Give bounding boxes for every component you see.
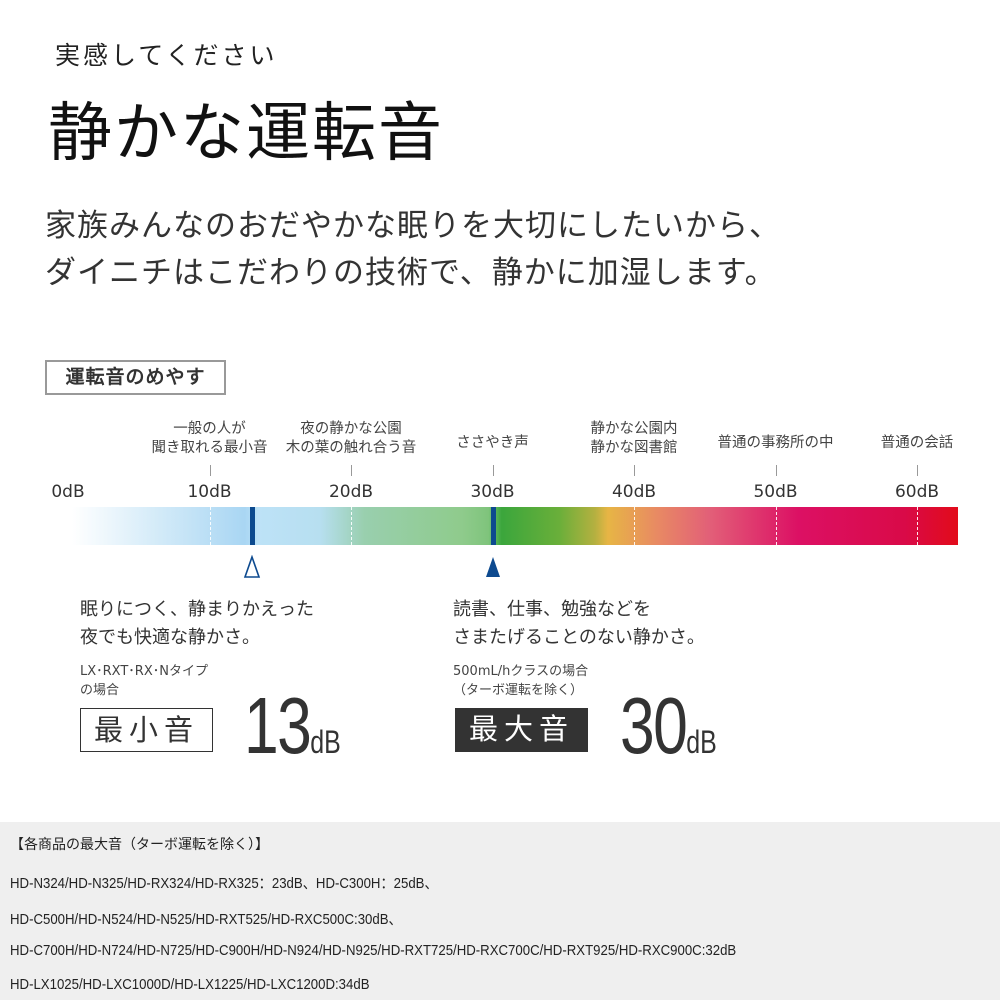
subtitle: 実感してください	[55, 41, 278, 70]
reference-caption: 一般の人が聞き取れる最小音	[152, 420, 268, 458]
grid-line	[209, 507, 211, 545]
min-value-unit: dB	[310, 724, 341, 760]
reference-caption: ささやき声	[456, 434, 529, 453]
max-sound-label: 最大音	[455, 708, 588, 752]
grid-line	[917, 507, 918, 545]
db-tick-label: 60dB	[894, 482, 940, 502]
min-description: 眠りにつく、静まりかえった 夜でも快適な静かさ。	[80, 596, 314, 652]
min-note-line: の場合	[80, 683, 120, 698]
min-note-line: LX･RXT･RX･Nタイプ	[80, 664, 208, 679]
reference-caption-line: 聞き取れる最小音	[151, 440, 268, 456]
model-line: HD-C700H/HD-N724/HD-N725/HD-C900H/HD-N92…	[10, 942, 737, 959]
level-marker-line	[249, 507, 255, 545]
model-list-panel: 【各商品の最大音（ターボ運転を除く）】 HD-N324/HD-N325/HD-R…	[0, 822, 1000, 1000]
reference-tick	[775, 465, 777, 476]
reference-caption-line: 静かな公園内	[590, 421, 678, 437]
reference-tick	[351, 465, 352, 476]
min-sound-value: 13dB	[244, 680, 341, 772]
reference-tick	[634, 465, 635, 476]
reference-tick	[492, 465, 494, 476]
reference-caption: 夜の静かな公園 木の葉の触れ合う音	[286, 420, 417, 458]
db-tick-label: 0dB	[51, 482, 85, 502]
max-value-unit: dB	[686, 724, 717, 760]
model-line: HD-C500H/HD-N524/HD-N525/HD-RXT525/HD-RX…	[10, 911, 402, 928]
lead-line-2: ダイニチはこだわりの技術で、静かに加湿します。	[45, 255, 777, 291]
min-note: LX･RXT･RX･Nタイプ の場合	[80, 662, 208, 700]
filled-triangle-icon	[485, 557, 500, 577]
grid-line	[351, 507, 352, 545]
reference-tick	[209, 465, 211, 476]
db-tick-label: 10dB	[187, 482, 232, 502]
reference-caption: 普通の会話	[881, 434, 954, 453]
db-tick-label: 50dB	[753, 482, 798, 502]
max-note-line: 500mL/hクラスの場合	[453, 664, 589, 679]
db-tick-label: 20dB	[328, 482, 374, 502]
reference-caption-line: 一般の人が	[173, 421, 246, 437]
grid-line	[775, 507, 777, 545]
reference-caption: 静かな公園内 静かな図書館	[591, 420, 678, 458]
noise-gradient-bar	[72, 507, 958, 545]
max-desc-line: さまたげることのない静かさ。	[453, 627, 705, 648]
min-desc-line: 夜でも快適な静かさ。	[80, 627, 260, 648]
reference-caption-line: 普通の事務所の中	[717, 435, 834, 451]
lead-line-1: 家族みんなのおだやかな眠りを大切にしたいから、	[45, 208, 781, 244]
db-tick-label: 30dB	[470, 482, 515, 502]
reference-caption-line: 静かな図書館	[590, 440, 678, 456]
reference-caption-line: ささやき声	[456, 435, 529, 451]
page-title: 静かな運転音	[48, 97, 444, 171]
model-line: HD-LX1025/HD-LXC1000D/HD-LX1225/HD-LXC12…	[10, 976, 370, 993]
reference-caption-line: 夜の静かな公園	[300, 421, 402, 437]
level-marker-line	[490, 507, 496, 545]
db-tick-label: 40dB	[611, 482, 657, 502]
min-sound-label: 最小音	[80, 708, 213, 752]
reference-tick	[917, 465, 918, 476]
reference-caption: 普通の事務所の中	[718, 434, 834, 453]
hollow-triangle-icon	[243, 555, 261, 578]
max-note-line: （ターボ運転を除く）	[453, 683, 584, 698]
min-desc-line: 眠りにつく、静まりかえった	[80, 599, 314, 620]
reference-caption-line: 木の葉の触れ合う音	[285, 440, 417, 456]
model-list-heading: 【各商品の最大音（ターボ運転を除く）】	[10, 837, 269, 853]
max-desc-line: 読書、仕事、勉強などを	[453, 599, 651, 620]
max-note: 500mL/hクラスの場合 （ターボ運転を除く）	[453, 662, 588, 700]
min-value-number: 13	[244, 681, 312, 770]
max-description: 読書、仕事、勉強などを さまたげることのない静かさ。	[453, 596, 705, 652]
scale-badge: 運転音のめやす	[45, 360, 226, 395]
grid-line	[634, 507, 635, 545]
model-line: HD-N324/HD-N325/HD-RX324/HD-RX325：23dB、H…	[10, 875, 438, 892]
reference-caption-line: 普通の会話	[880, 435, 954, 451]
max-value-number: 30	[620, 681, 688, 770]
max-sound-value: 30dB	[620, 680, 717, 772]
